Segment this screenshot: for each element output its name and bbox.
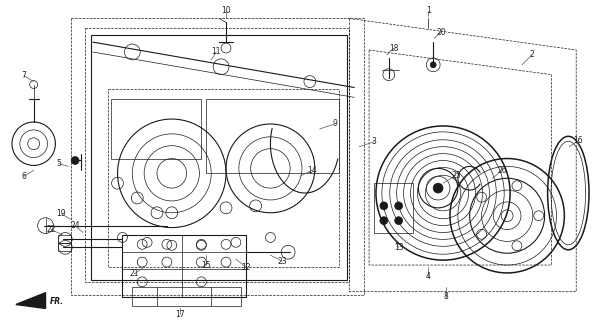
Circle shape xyxy=(395,202,403,210)
Text: 21: 21 xyxy=(129,269,139,278)
Text: 26: 26 xyxy=(497,166,507,175)
Text: 3: 3 xyxy=(371,137,376,146)
Text: 22: 22 xyxy=(47,225,56,234)
Text: 10: 10 xyxy=(221,6,231,15)
Text: 8: 8 xyxy=(444,292,448,301)
Text: 9: 9 xyxy=(332,119,337,129)
Circle shape xyxy=(380,202,388,210)
Text: 13: 13 xyxy=(394,243,403,252)
Text: 4: 4 xyxy=(426,272,430,281)
Text: 19: 19 xyxy=(57,209,66,218)
Circle shape xyxy=(395,217,403,225)
Text: 12: 12 xyxy=(241,262,250,272)
Circle shape xyxy=(433,183,443,193)
Text: 1: 1 xyxy=(426,6,430,15)
Text: 23: 23 xyxy=(278,257,287,266)
Circle shape xyxy=(430,62,436,68)
Text: 20: 20 xyxy=(436,28,446,37)
Circle shape xyxy=(380,217,388,225)
Polygon shape xyxy=(16,293,46,308)
Text: 24: 24 xyxy=(70,221,80,230)
Text: 11: 11 xyxy=(211,47,221,57)
Text: 16: 16 xyxy=(573,136,583,145)
Text: 14: 14 xyxy=(307,166,317,175)
Text: FR.: FR. xyxy=(49,297,64,306)
Text: 6: 6 xyxy=(22,172,26,181)
Circle shape xyxy=(71,156,79,164)
Text: 18: 18 xyxy=(389,44,399,52)
Text: 5: 5 xyxy=(56,159,61,168)
Text: 7: 7 xyxy=(22,71,26,80)
Text: 15: 15 xyxy=(202,260,211,269)
Text: 17: 17 xyxy=(175,310,184,319)
Text: 25: 25 xyxy=(451,171,461,180)
Text: 2: 2 xyxy=(529,51,534,60)
